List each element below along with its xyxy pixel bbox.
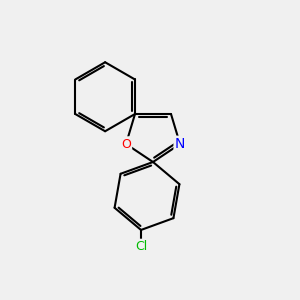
Text: O: O — [121, 137, 131, 151]
Text: Cl: Cl — [135, 240, 147, 253]
Text: N: N — [175, 137, 185, 151]
